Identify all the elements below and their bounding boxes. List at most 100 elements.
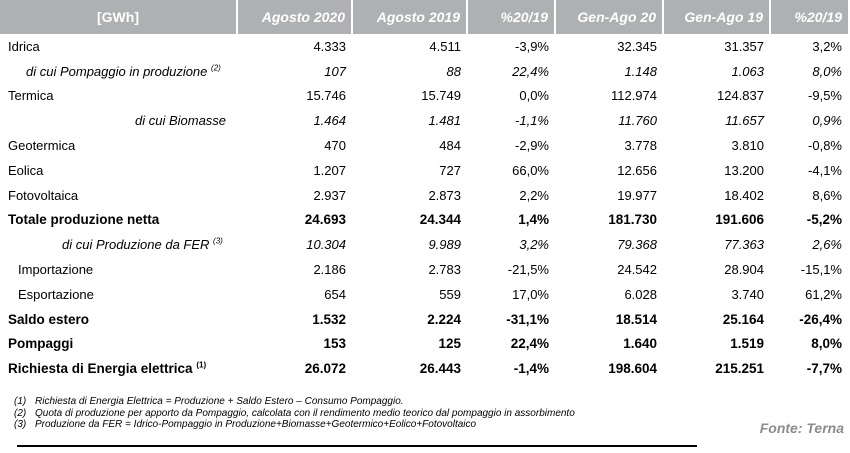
row-label: Pompaggi (8, 336, 74, 352)
cell: 31.357 (724, 38, 764, 54)
table-row: di cui Biomasse 1.464 1.481 -1,1% 11.760… (0, 108, 848, 133)
table-row: Idrica 4.333 4.511 -3,9% 32.345 31.357 3… (0, 34, 848, 59)
cell: 15.746 (306, 88, 346, 104)
cell: 198.604 (608, 361, 657, 377)
cell: 153 (323, 336, 346, 352)
cell: 107 (324, 63, 346, 79)
footnotes: (1) Richiesta di Energia Elettrica = Prod… (14, 396, 575, 431)
cell: 26.072 (304, 361, 346, 377)
cell: 8,6% (812, 187, 842, 203)
energy-table: [GWh] Agosto 2020 Agosto 2019 %20/19 Gen… (0, 0, 848, 381)
cell: 2,6% (812, 237, 842, 253)
header-agosto-2020: Agosto 2020 (237, 0, 353, 34)
table-header-row: [GWh] Agosto 2020 Agosto 2019 %20/19 Gen… (0, 0, 848, 34)
cell: 2.873 (428, 187, 461, 203)
cell: 15.749 (421, 88, 461, 104)
cell: 61,2% (805, 286, 842, 302)
footnote: (3) Produzione da FER = Idrico-Pompaggio … (14, 419, 477, 430)
cell: 559 (439, 286, 461, 302)
cell: 0,0% (519, 88, 549, 104)
cell: 1.207 (313, 162, 346, 178)
cell: 191.606 (715, 212, 764, 228)
cell: -1,1% (515, 113, 549, 129)
table-row-total: Richiesta di Energia elettrica (1) 26.07… (0, 356, 848, 381)
row-label: Importazione (18, 262, 94, 278)
cell: 77.363 (724, 237, 764, 253)
cell: 2.186 (313, 262, 346, 278)
cell: -7,7% (806, 361, 842, 377)
cell: -4,1% (808, 162, 842, 178)
cell: -26,4% (799, 311, 842, 327)
table-row: di cui Pompaggio in produzione (2) 107 8… (0, 59, 848, 84)
cell: -9,5% (808, 88, 842, 104)
cell: 484 (439, 138, 461, 154)
cell: 3.810 (731, 138, 764, 154)
cell: 6.028 (624, 286, 657, 302)
row-label: Saldo estero (8, 311, 90, 327)
cell: 12.656 (617, 162, 657, 178)
cell: 11.760 (618, 113, 657, 129)
row-label: Geotermica (8, 138, 76, 154)
cell: 727 (439, 162, 461, 178)
cell: 4.511 (429, 38, 461, 54)
cell: 9.989 (428, 237, 461, 253)
table-row: Importazione 2.186 2.783 -21,5% 24.542 2… (0, 257, 848, 282)
table-row-total: Saldo estero 1.532 2.224 -31,1% 18.514 2… (0, 307, 848, 332)
header-agosto-2019: Agosto 2019 (352, 0, 468, 34)
footnote: (2) Quota di produzione per apporto da Po… (14, 407, 575, 419)
cell: 28.904 (724, 262, 764, 278)
cell: 8,0% (811, 336, 842, 352)
row-label: Fotovoltaica (8, 187, 79, 203)
footnote: (1) Richiesta di Energia Elettrica = Prod… (14, 396, 404, 407)
cell: -15,1% (800, 262, 842, 278)
cell: 1.464 (313, 113, 346, 129)
cell: -1,4% (513, 361, 549, 377)
table-row-total: Totale produzione netta 24.693 24.344 1,… (0, 208, 848, 233)
cell: 1.148 (624, 63, 657, 79)
table-row: Termica 15.746 15.749 0,0% 112.974 124.8… (0, 84, 848, 109)
cell: 8,0% (812, 63, 842, 79)
cell: 1.063 (731, 63, 764, 79)
table-row: Fotovoltaica 2.937 2.873 2,2% 19.977 18.… (0, 183, 848, 208)
cell: 3.778 (624, 138, 657, 154)
cell: 25.164 (722, 311, 764, 327)
row-label: Eolica (8, 162, 44, 178)
row-label: Esportazione (18, 286, 94, 302)
cell: 1.481 (428, 113, 461, 129)
cell: 10.304 (306, 237, 346, 253)
cell: 3,2% (812, 38, 842, 54)
row-label: Termica (8, 88, 54, 104)
cell: 32.345 (617, 38, 657, 54)
cell: 19.977 (617, 187, 657, 203)
cell: 2,2% (519, 187, 549, 203)
cell: 13.200 (724, 162, 764, 178)
cell: 11.657 (725, 113, 764, 129)
table-row: Esportazione 654 559 17,0% 6.028 3.740 6… (0, 282, 848, 307)
row-label: Totale produzione netta (8, 212, 160, 228)
cell: 1.640 (623, 336, 657, 352)
table-row-total: Pompaggi 153 125 22,4% 1.640 1.519 8,0% (0, 332, 848, 357)
source-credit: Fonte: Terna (759, 420, 844, 436)
cell: 3.740 (731, 286, 764, 302)
cell: 215.251 (715, 361, 764, 377)
header-pct-ytd: %20/19 (770, 0, 848, 34)
cell: -5,2% (806, 212, 842, 228)
row-label: di cui Biomasse (135, 113, 227, 129)
cell: 24.344 (419, 212, 461, 228)
cell: 24.693 (304, 212, 346, 228)
cell: 2.783 (428, 262, 461, 278)
cell: -31,1% (506, 311, 549, 327)
cell: 26.443 (419, 361, 461, 377)
cell: 124.837 (717, 88, 764, 104)
header-pct-month: %20/19 (467, 0, 556, 34)
cell: 24.542 (617, 262, 657, 278)
cell: 1,4% (518, 212, 549, 228)
table-row: Eolica 1.207 727 66,0% 12.656 13.200 -4,… (0, 158, 848, 183)
cell: 66,0% (512, 162, 549, 178)
cell: 18.514 (615, 311, 657, 327)
cell: 22,4% (510, 336, 549, 352)
cell: 1.532 (312, 311, 346, 327)
cell: 181.730 (608, 212, 657, 228)
cell: 2.224 (427, 311, 461, 327)
cell: 0,9% (812, 113, 842, 129)
